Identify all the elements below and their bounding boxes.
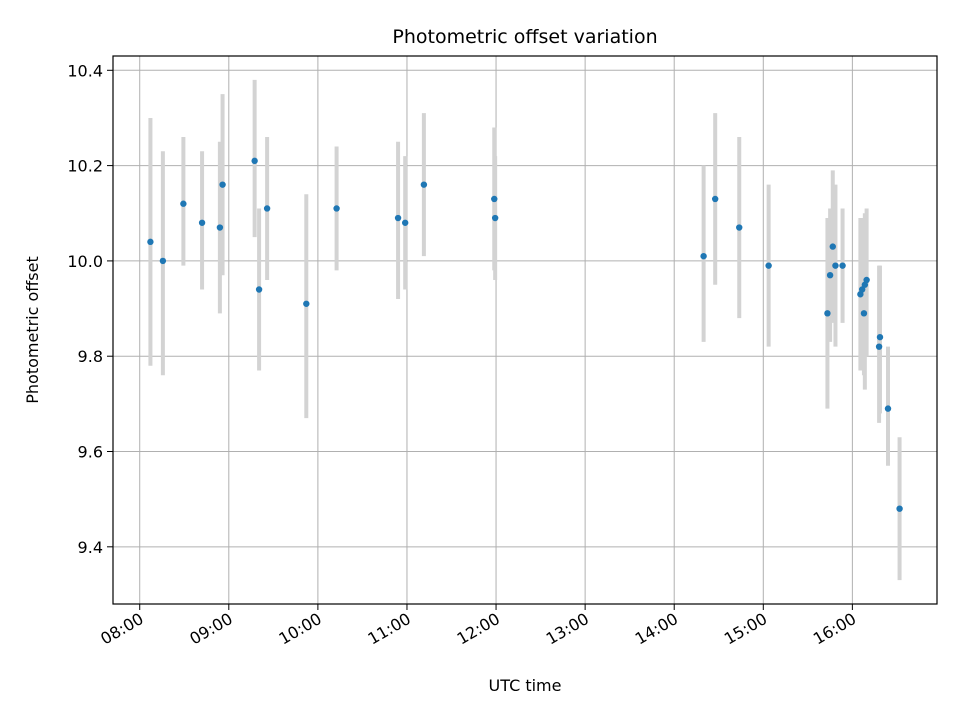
data-point <box>858 286 866 293</box>
y-gridlines <box>113 69 937 548</box>
y-tick-label: 10.0 <box>67 252 103 271</box>
data-point <box>875 343 883 350</box>
data-point <box>263 205 271 212</box>
data-point <box>700 252 707 260</box>
data-point <box>180 200 187 207</box>
data-point <box>876 333 884 341</box>
data-point <box>255 286 263 293</box>
chart-title: Photometric offset variation <box>392 26 657 48</box>
x-axis-label: UTC time <box>489 676 562 695</box>
data-point <box>147 238 154 246</box>
data-point <box>219 181 226 188</box>
y-tick-label: 9.6 <box>78 443 103 462</box>
data-point <box>824 310 831 317</box>
error-bars <box>148 79 902 581</box>
data-point <box>159 257 167 265</box>
data-point <box>884 405 892 412</box>
x-tick-label: 13:00 <box>543 609 592 649</box>
data-point <box>401 219 409 226</box>
data-point <box>333 205 340 212</box>
y-axis-label: Photometric offset <box>23 256 42 404</box>
data-point <box>839 262 846 269</box>
data-point <box>711 195 719 203</box>
data-point <box>491 214 499 222</box>
x-tick-label: 10:00 <box>275 609 324 649</box>
data-point <box>216 224 224 231</box>
data-point <box>863 276 870 284</box>
data-point <box>832 262 839 269</box>
data-point <box>765 262 772 269</box>
data-point <box>198 219 206 226</box>
x-tick-label: 08:00 <box>97 609 146 649</box>
data-points <box>147 157 903 512</box>
data-point <box>251 157 258 165</box>
y-tick-label: 9.8 <box>78 347 103 366</box>
x-tick-label: 15:00 <box>721 609 770 649</box>
data-point <box>826 272 834 279</box>
plot-frame <box>112 55 938 605</box>
x-tick-label: 16:00 <box>810 609 859 649</box>
y-tick-label: 10.2 <box>67 157 103 176</box>
y-tick-label: 9.4 <box>78 538 103 557</box>
y-tick-label: 10.4 <box>67 61 103 80</box>
x-tick-label: 12:00 <box>454 609 503 649</box>
x-axis-ticks: 08:00 09:00 10:00 11:00 12:00 13:00 14:00 15:00… <box>97 604 859 649</box>
data-point <box>829 243 836 250</box>
data-point <box>303 300 310 307</box>
x-tick-label: 11:00 <box>365 609 414 649</box>
x-tick-label: 09:00 <box>186 609 235 649</box>
data-point <box>860 310 868 317</box>
data-point <box>896 505 903 512</box>
data-point <box>491 195 498 203</box>
data-point <box>736 224 743 231</box>
data-point <box>420 181 428 188</box>
x-tick-label: 14:00 <box>632 609 681 649</box>
y-axis-ticks: 9.4 9.6 9.8 10.0 10.2 10.4 <box>67 61 113 557</box>
data-point <box>394 214 402 222</box>
